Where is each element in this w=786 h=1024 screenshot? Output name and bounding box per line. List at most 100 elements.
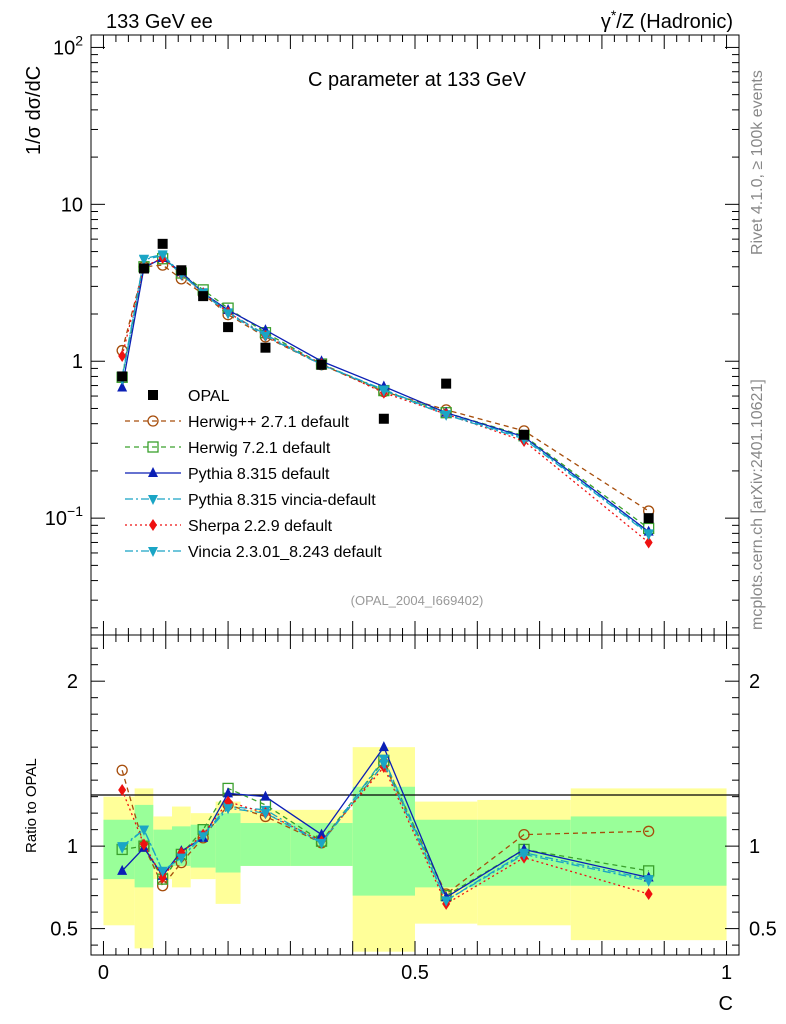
ratio-xlabel: C: [719, 993, 733, 1015]
header-right: γ*/Z (Hadronic): [601, 7, 733, 33]
ratio-series-point-5: [260, 809, 271, 820]
data-point: [176, 265, 187, 276]
ratio-ytick-label-left: 2: [67, 671, 78, 693]
xtick-label: 0.5: [401, 962, 429, 984]
rivet-label: Rivet 4.1.0, ≥ 100k events: [749, 70, 766, 255]
ratio-series-point-2: [260, 790, 271, 801]
main-ytick-label: 102: [53, 32, 83, 59]
ratio-series-point-2: [378, 741, 389, 752]
legend-marker-data: [148, 390, 158, 400]
ratio-ytick-label-left: 0.5: [50, 919, 78, 941]
main-ylabel: 1/σ dσ/dC: [23, 66, 45, 155]
legend-label-data: OPAL: [188, 388, 230, 405]
main-series-point-5: [441, 410, 452, 421]
ratio-frame: [90, 634, 740, 956]
xtick-label: 0: [98, 962, 109, 984]
main-series-point-5: [223, 309, 234, 320]
legend-marker-1: [147, 441, 159, 453]
main-series-line-5: [121, 253, 650, 535]
ratio-ylabel: Ratio to OPAL: [23, 758, 40, 853]
ratio-series-point-5: [157, 866, 168, 877]
main-series-point-2: [117, 381, 128, 392]
main-series-point-5: [260, 331, 271, 342]
legend-label-5: Vincia 2.3.01_8.243 default: [188, 544, 382, 561]
main-ytick-label: 1: [72, 351, 83, 373]
ratio-series-point-0: [116, 764, 128, 776]
ratio-series-point-4: [139, 838, 148, 851]
data-point: [157, 238, 168, 249]
ratio-series-point-5: [198, 832, 209, 843]
main-series-point-5: [643, 530, 654, 541]
ratio-series-line-2: [121, 745, 649, 899]
ratio-ytick-label-right: 2: [749, 671, 760, 693]
data-point: [316, 359, 327, 370]
ratio-series-point-2: [223, 787, 234, 798]
ratio-series-point-2: [316, 828, 327, 839]
header-left: 133 GeV ee: [106, 11, 213, 33]
ratio-series-line-1: [122, 759, 649, 897]
ratio-series-point-5: [519, 850, 530, 861]
ratio-y-ticks: 0.5 0.5 1 1 2 2: [50, 647, 777, 946]
xtick-label: 1: [721, 962, 732, 984]
ratio-series-point-2: [117, 864, 128, 875]
main-panel: 10−1 1 10 102 C parameter at 133 GeV 1/σ dσ…: [23, 32, 740, 636]
legend-marker-3: [148, 495, 158, 505]
ratio-series-point-5: [176, 853, 187, 864]
legend-label-1: Herwig 7.2.1 default: [188, 440, 331, 457]
data-point: [198, 291, 209, 302]
header-right-gamma: γ: [601, 11, 611, 33]
ratio-series-point-5: [316, 838, 327, 849]
ratio-series-point-5: [643, 876, 654, 887]
ratio-band-68: [215, 813, 241, 873]
data-point: [378, 413, 389, 424]
ratio-band-68: [153, 829, 172, 870]
ratio-series-line-4: [121, 765, 649, 905]
mcplots-label: mcplots.cern.ch [arXiv:2401.10621]: [749, 379, 766, 630]
main-ytick-label: 10: [61, 194, 83, 216]
ratio-bands-layer: [103, 747, 727, 952]
main-title: C parameter at 133 GeV: [308, 69, 527, 91]
legend-marker-5: [148, 547, 158, 557]
ratio-band-68: [240, 823, 291, 866]
main-data-layer: [117, 238, 654, 524]
legend-label-0: Herwig++ 2.7.1 default: [188, 414, 350, 431]
ratio-band-68: [352, 786, 415, 896]
legend-marker-4: [149, 519, 157, 531]
main-series-line-3: [121, 255, 650, 534]
main-series-point-4: [644, 536, 653, 549]
data-point: [643, 513, 654, 524]
main-ytick-label: 10−1: [45, 503, 83, 530]
main-series-point-4: [118, 349, 127, 362]
ratio-curves-layer: [116, 741, 655, 910]
ratio-band-68: [103, 819, 135, 880]
main-series-point-5: [138, 254, 149, 265]
main-series-point-5: [157, 250, 168, 261]
data-point: [519, 429, 530, 440]
legend-label-3: Pythia 8.315 vincia-default: [188, 492, 376, 509]
legend-label-2: Pythia 8.315 default: [188, 466, 330, 483]
main-series-line-0: [121, 264, 650, 512]
legend-marker-0: [147, 415, 159, 427]
ratio-panel: 0.5 0.5 1 1 2 2 0 0.5 1 Ratio to OPAL C: [23, 634, 777, 1015]
ratio-series-point-5: [117, 843, 128, 854]
legend: OPAL Herwig++ 2.7.1 default Herwig 7.2.1 d…: [125, 388, 382, 561]
ratio-ytick-label-right: 1: [749, 836, 760, 858]
analysis-tag: (OPAL_2004_I669402): [351, 593, 484, 608]
ratio-series-line-5: [121, 762, 649, 902]
x-ticks: 0 0.5 1: [98, 635, 732, 984]
ratio-series-point-0: [518, 828, 530, 841]
data-point: [223, 322, 234, 333]
data-point: [117, 371, 128, 382]
main-y-ticks: 10−1 1 10 102: [45, 32, 739, 635]
main-series-point-5: [378, 386, 389, 397]
ratio-series-point-4: [118, 784, 127, 797]
ratio-series-point-4: [158, 871, 167, 884]
ratio-series-point-5: [138, 825, 149, 836]
data-point: [260, 342, 271, 353]
ratio-ytick-label-left: 1: [67, 836, 78, 858]
ratio-series-point-5: [378, 759, 389, 770]
legend-label-4: Sherpa 2.2.9 default: [188, 518, 333, 535]
ratio-series-point-0: [643, 825, 655, 837]
ratio-series-point-5: [441, 896, 452, 907]
